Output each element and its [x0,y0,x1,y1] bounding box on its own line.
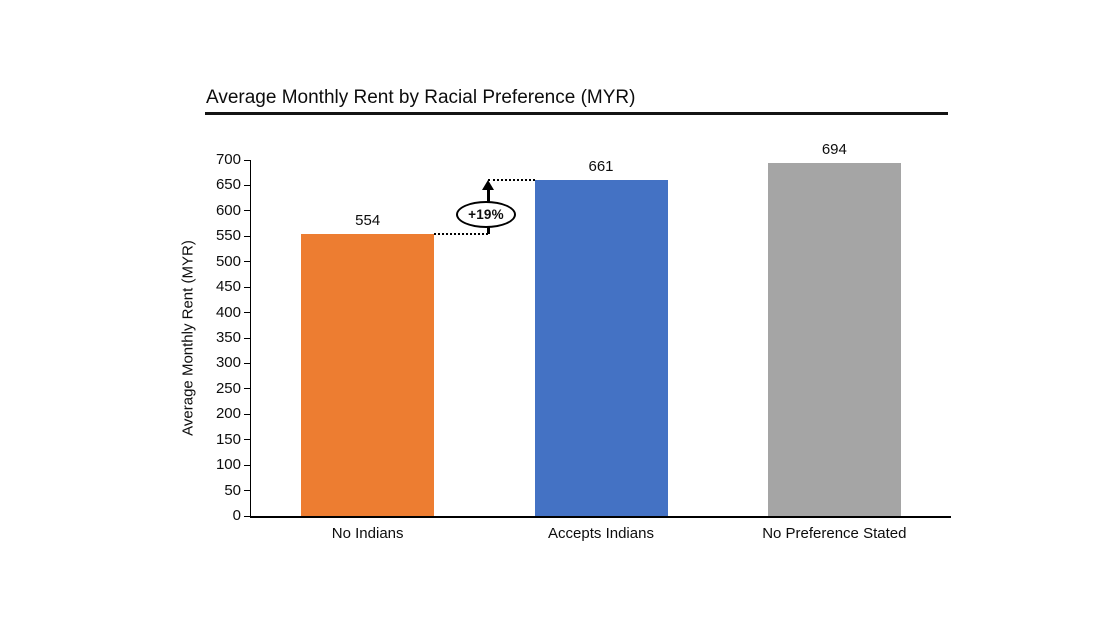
y-axis-tick-label: 150 [215,430,241,448]
annotation-dotted-line-to [488,178,535,181]
title-underline [205,112,948,115]
up-arrow-icon [482,179,494,190]
y-axis-tick-mark [244,413,250,415]
y-axis-tick-mark [244,261,250,263]
y-axis-tick-mark [244,235,250,237]
bar-value-label: 661 [588,157,614,175]
category-label: No Indians [331,525,404,542]
y-axis-tick-mark [244,439,250,441]
y-axis-tick-mark [244,159,250,161]
y-axis-tick-mark [244,490,250,492]
y-axis-tick-label: 600 [215,201,241,219]
y-axis-tick-mark [244,388,250,390]
bar-value-label: 694 [821,141,847,159]
y-axis-tick-label: 450 [215,278,241,296]
bar-no-preference-stated [767,163,901,516]
y-axis-tick-label: 50 [224,481,241,499]
y-axis-tick-mark [244,464,250,466]
y-axis-tick-label: 300 [215,354,241,372]
y-axis-tick-label: 700 [215,151,241,168]
bar-value-label: 554 [355,212,381,230]
increase-badge: +19% [456,200,516,228]
chart-title: Average Monthly Rent by Racial Preferenc… [206,87,636,108]
increase-label: +19% [468,206,504,222]
plot-area: 0 50 100 150 200 250 300 350 400 450 500 550 600 650 7… [216,141,951,542]
y-axis-tick-mark [244,515,250,517]
y-axis-tick-label: 350 [215,329,241,346]
y-axis-tick-label: 100 [215,456,241,474]
y-axis-tick-label: 650 [215,176,241,194]
y-axis-tick-mark [244,312,250,314]
y-axis-tick-mark [244,362,250,364]
y-axis-tick-label: 0 [232,507,241,524]
y-axis-title: Average Monthly Rent (MYR) [179,240,197,436]
y-axis-tick-mark [244,184,250,186]
y-axis-tick-label: 500 [215,252,241,270]
y-axis-tick-label: 250 [215,379,241,397]
y-axis-tick-mark [244,210,250,212]
annotation-dotted-line-from [434,233,488,236]
category-label: Accepts Indians [548,525,654,542]
bar-accepts-indians [534,179,668,516]
y-axis-tick-mark [244,286,250,288]
y-axis-tick-label: 550 [215,227,241,245]
category-label: No Preference Stated [762,525,907,542]
y-axis-tick-label: 400 [215,303,241,321]
y-axis-tick-mark [244,337,250,339]
y-axis-tick-label: 200 [215,405,241,423]
bar-no-indians [301,234,435,516]
